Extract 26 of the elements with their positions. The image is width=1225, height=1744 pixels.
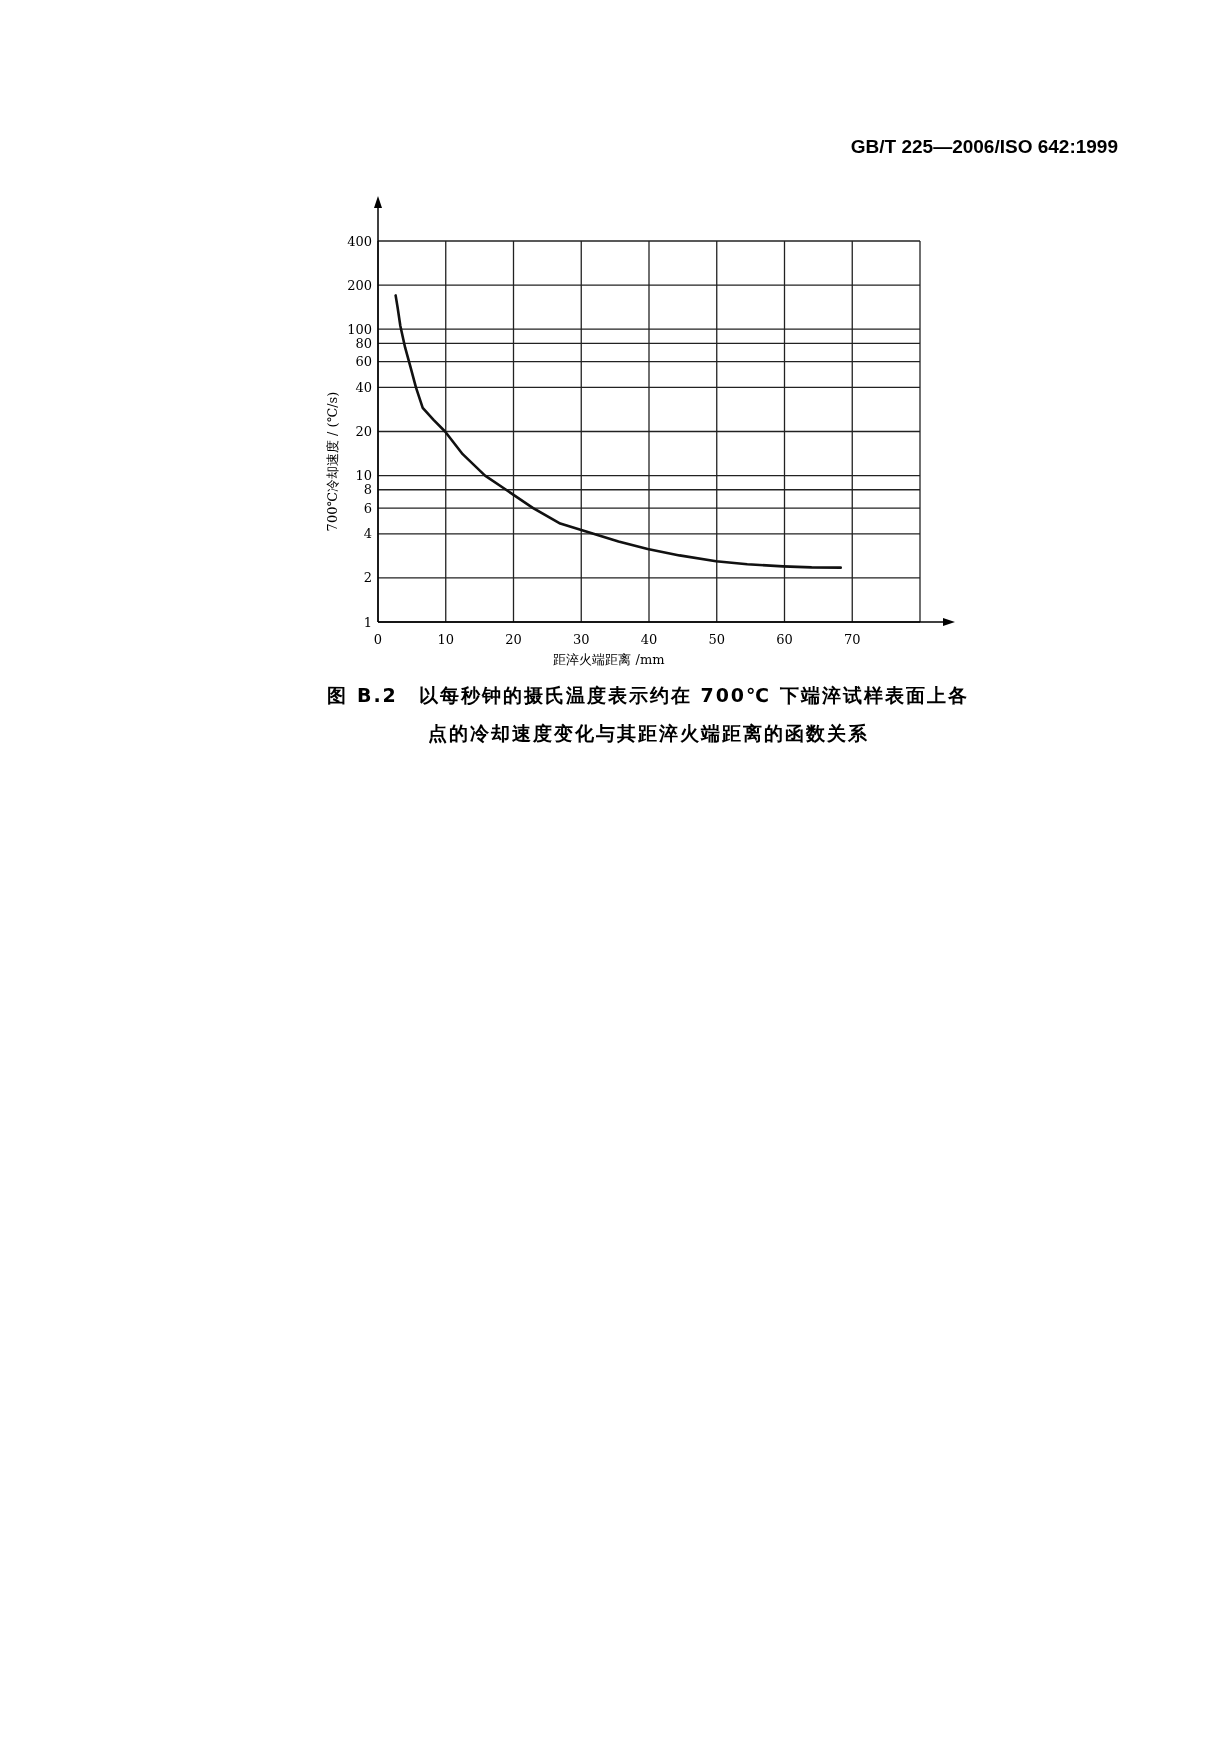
text: 图 B.2 以每秒钟的摄氏温度表示约在 700℃ 下端淬试样表面上各点的冷却速度变化与其距淬火端距离的函数关系	[326, 683, 970, 746]
line-series	[394, 294, 843, 569]
x-tick-label: 50	[708, 632, 726, 647]
x-axis-title: 距淬火端距离 /mm	[553, 652, 665, 667]
text: GB/T 225—2006/ISO 642:1999	[850, 136, 1118, 158]
y-tick-label: 4	[363, 526, 372, 542]
y-tick-label: 400	[347, 233, 372, 249]
y-tick-label: 6	[363, 500, 372, 516]
y-tick-label: 8	[363, 482, 372, 498]
x-tick-label: 70	[843, 632, 861, 647]
y-tick-label: 1	[363, 614, 372, 630]
x-tick-label: 20	[505, 632, 522, 647]
y-tick-label: 80	[355, 335, 372, 351]
y-tick-label: 100	[347, 321, 372, 337]
x-tick-label: 30	[572, 632, 590, 647]
x-tick-label: 0	[373, 632, 383, 647]
y-tick-label: 60	[355, 354, 372, 370]
y-tick-label: 200	[347, 277, 372, 293]
y-tick-label: 40	[355, 379, 372, 395]
y-tick-label: 20	[355, 424, 372, 439]
y-tick-label: 10	[355, 468, 372, 484]
y-axis-title: 700℃冷却速度 / (℃/s)	[325, 391, 340, 532]
y-tick-label: 2	[363, 570, 372, 586]
x-tick-label: 10	[437, 632, 455, 647]
x-tick-label: 60	[776, 632, 793, 647]
x-tick-label: 40	[640, 632, 658, 647]
